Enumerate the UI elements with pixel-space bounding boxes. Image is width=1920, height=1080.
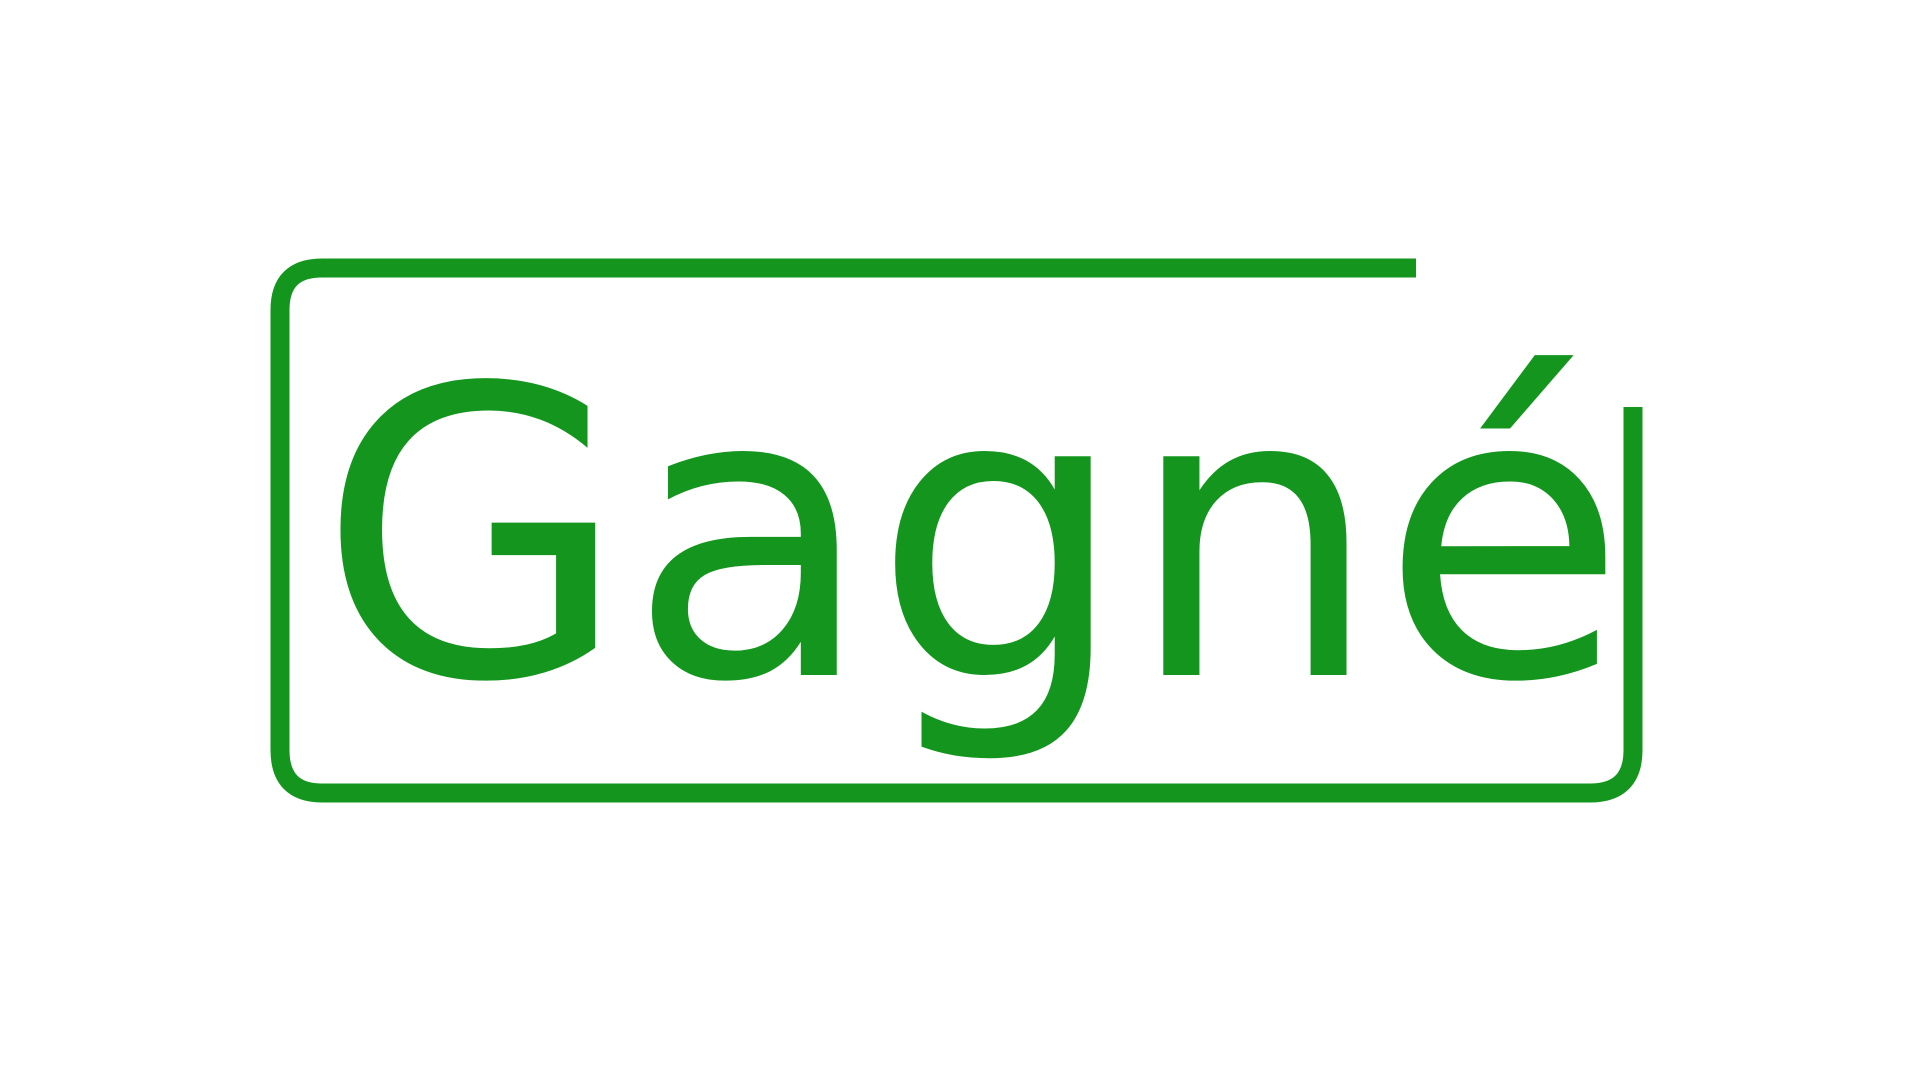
logo-frame-outline [270,258,1643,803]
logo-word: Gagné [318,305,1627,770]
